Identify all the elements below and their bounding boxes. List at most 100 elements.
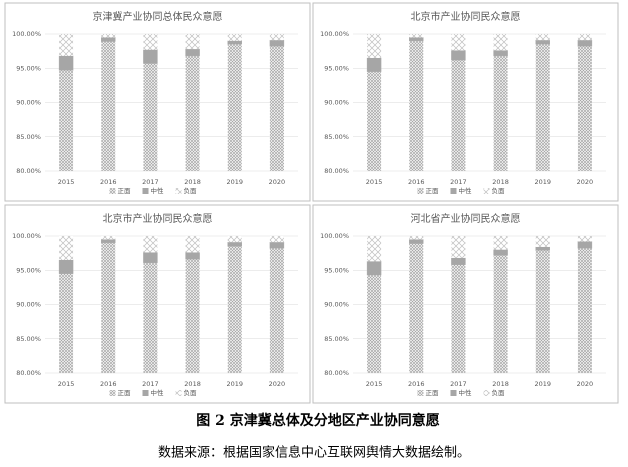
legend-label: 中性 [151, 186, 165, 195]
y-tick-label: 90.00% [16, 99, 41, 107]
x-tick-label: 2017 [450, 380, 467, 388]
bar-segment [367, 34, 382, 58]
y-tick-label: 95.00% [16, 64, 41, 72]
bar-segment [269, 46, 284, 171]
bar-segment [409, 239, 424, 244]
legend-label: 正面 [426, 389, 440, 397]
legend-label: 中性 [459, 186, 473, 195]
caption: 图 2 京津冀总体及分地区产业协同意愿 [196, 412, 440, 429]
bar-segment [59, 34, 74, 56]
chart-title: 京津冀产业协同总体民众意愿 [93, 10, 223, 23]
bar-segment [535, 236, 550, 247]
bar-segment [535, 250, 550, 373]
y-tick-label: 95.00% [16, 266, 41, 274]
bar-segment [493, 50, 508, 57]
bar-segment [451, 50, 466, 61]
y-tick-label: 100.00% [12, 232, 41, 240]
x-tick-label: 2016 [100, 380, 117, 388]
chart-title: 河北省产业协同民众意愿 [411, 212, 521, 225]
y-tick-label: 100.00% [12, 30, 41, 38]
legend-swatch [483, 188, 490, 194]
bar-segment [269, 39, 285, 47]
bar-segment [227, 44, 242, 171]
bar-segment [409, 236, 424, 240]
legend-swatch [450, 188, 457, 194]
bar-segment [366, 261, 382, 276]
x-tick-label: 2019 [226, 380, 243, 388]
bar-segment [227, 236, 242, 243]
bar-segment [59, 236, 74, 260]
bar-segment [577, 34, 592, 41]
bar-segment [577, 236, 592, 242]
bar-segment [493, 55, 508, 171]
legend-label: 负面 [492, 186, 506, 195]
bar-segment [367, 71, 382, 171]
bar-segment [58, 55, 74, 71]
legend-swatch [142, 390, 149, 396]
bar-segment [269, 236, 284, 243]
bar-segment [101, 242, 116, 373]
bar-segment [58, 259, 74, 274]
bar-segment [269, 248, 284, 373]
x-tick-label: 2019 [534, 380, 551, 388]
x-tick-label: 2016 [100, 178, 117, 186]
legend-swatch [109, 188, 116, 194]
bar-segment [366, 57, 382, 72]
y-tick-label: 100.00% [320, 232, 349, 240]
legend-label: 负面 [184, 186, 198, 195]
bar-segment [409, 243, 424, 373]
legend-label: 正面 [118, 187, 132, 195]
bar-segment [451, 236, 466, 258]
y-tick-label: 90.00% [324, 301, 349, 309]
legend-swatch [142, 188, 149, 194]
bar-segment [577, 46, 592, 171]
bar-segment [143, 63, 158, 171]
y-tick-label: 80.00% [16, 167, 41, 175]
x-tick-label: 2018 [492, 380, 509, 388]
x-tick-label: 2020 [269, 178, 286, 186]
bar-segment [101, 236, 116, 240]
legend-swatch [175, 188, 182, 194]
bar-segment [185, 252, 200, 260]
x-tick-label: 2018 [184, 380, 201, 388]
bar-segment [101, 239, 116, 244]
bar-segment [451, 34, 466, 51]
bar-segment [101, 37, 116, 42]
y-tick-label: 85.00% [16, 133, 41, 141]
bar-segment [577, 241, 593, 249]
legend-swatch [483, 390, 490, 396]
x-tick-label: 2020 [577, 178, 594, 186]
bar-segment [409, 40, 424, 171]
panel-border [312, 2, 619, 202]
bar-segment [535, 39, 550, 45]
bar-segment [409, 37, 424, 42]
bar-segment [367, 275, 382, 373]
bar-segment [101, 41, 116, 171]
bar-segment [269, 241, 285, 249]
bar-segment [493, 249, 508, 256]
bar-segment [227, 241, 242, 247]
bar-segment [185, 236, 200, 253]
panel-border [4, 204, 311, 404]
x-tick-label: 2016 [408, 380, 425, 388]
bar-segment [185, 55, 200, 171]
x-tick-label: 2015 [366, 380, 383, 388]
bar-segment [409, 34, 424, 38]
bar-segment [143, 262, 158, 373]
legend-label: 正面 [426, 187, 440, 195]
bar-segment [367, 236, 382, 262]
legend-label: 负面 [184, 388, 198, 397]
x-tick-label: 2015 [58, 380, 75, 388]
y-tick-label: 95.00% [324, 266, 349, 274]
y-tick-label: 90.00% [16, 301, 41, 309]
legend-label: 中性 [151, 388, 165, 397]
x-tick-label: 2017 [142, 380, 159, 388]
bar-segment [493, 255, 508, 373]
bar-segment [143, 34, 158, 50]
bar-segment [227, 40, 242, 45]
bar-segment [451, 264, 466, 373]
bar-segment [185, 259, 200, 373]
y-tick-label: 80.00% [324, 369, 349, 377]
bar-segment [451, 257, 466, 265]
legend-swatch [450, 390, 457, 396]
